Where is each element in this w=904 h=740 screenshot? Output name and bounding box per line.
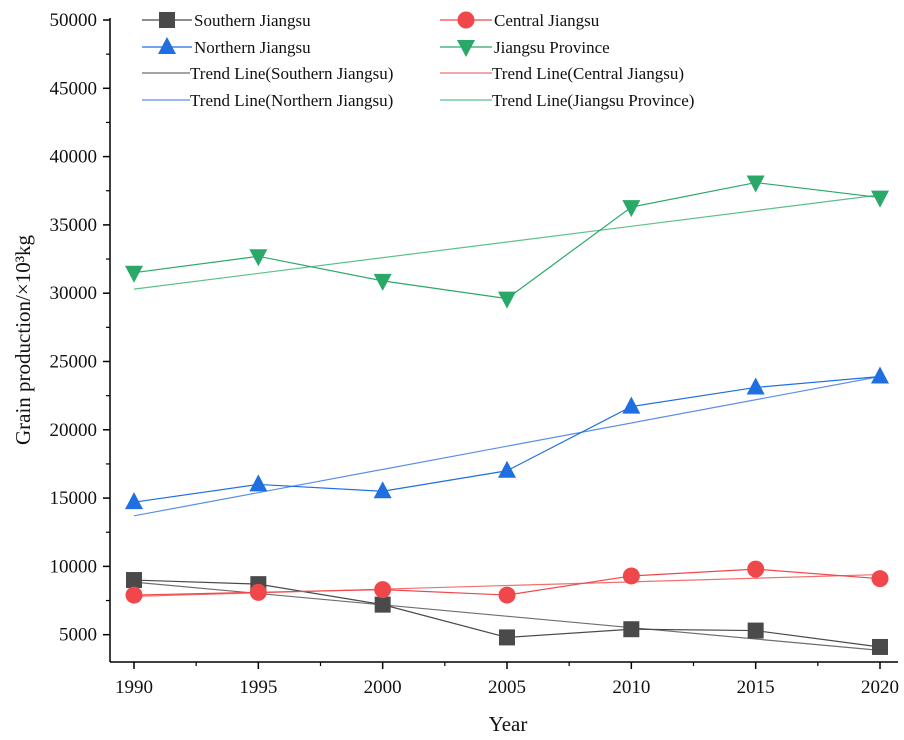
point-northern-jiangsu-2000 <box>373 481 392 499</box>
point-central-jiangsu-1990 <box>125 586 143 604</box>
legend-item-trend-line-central-jiangsu: Trend Line(Central Jiangsu) <box>440 64 684 83</box>
legend-marker <box>159 12 175 28</box>
y-axis-title: Grain production/×10³kg <box>11 234 35 445</box>
x-tick-label-2000: 2000 <box>364 677 402 698</box>
legend-label: Trend Line(Northern Jiangsu) <box>190 91 393 110</box>
point-northern-jiangsu-2015 <box>746 377 765 395</box>
series-southern-jiangsu <box>126 572 888 655</box>
legend-marker <box>158 37 176 54</box>
legend-label: Trend Line(Central Jiangsu) <box>492 64 684 83</box>
legend-label: Central Jiangsu <box>494 11 600 30</box>
x-tick-label-1990: 1990 <box>115 677 153 698</box>
legend-label: Trend Line(Southern Jiangsu) <box>190 64 393 83</box>
point-northern-jiangsu-1990 <box>125 492 143 510</box>
trend-line-trend-line-northern-jiangsu <box>133 375 881 517</box>
point-central-jiangsu-2010 <box>622 567 640 585</box>
point-central-jiangsu-2015 <box>747 560 765 578</box>
series-line-northern-jiangsu <box>133 375 881 503</box>
x-axis-title: Year <box>489 712 528 736</box>
point-jiangsu-province-2010 <box>622 200 641 218</box>
point-southern-jiangsu-2020 <box>872 638 888 655</box>
point-jiangsu-province-2000 <box>373 273 392 291</box>
y-tick-label-25000: 25000 <box>50 351 98 372</box>
trend-lines <box>133 194 881 651</box>
point-central-jiangsu-2005 <box>498 586 516 604</box>
legend-label: Southern Jiangsu <box>194 11 311 30</box>
point-jiangsu-province-2005 <box>498 291 516 309</box>
y-tick-label-35000: 35000 <box>50 215 98 236</box>
legend-item-trend-line-jiangsu-province: Trend Line(Jiangsu Province) <box>440 91 694 110</box>
legend-marker <box>457 40 475 57</box>
point-northern-jiangsu-2020 <box>871 366 889 384</box>
series-jiangsu-province <box>125 175 889 309</box>
y-tick-label-40000: 40000 <box>50 147 98 168</box>
point-northern-jiangsu-1995 <box>249 474 268 492</box>
x-tick-label-2010: 2010 <box>612 677 650 698</box>
legend-item-southern-jiangsu: Southern Jiangsu <box>142 11 311 30</box>
point-jiangsu-province-1995 <box>249 249 268 267</box>
legend-item-northern-jiangsu: Northern Jiangsu <box>142 37 311 57</box>
legend: Southern Jiangsu Central Jiangsu Northern … <box>142 11 694 110</box>
y-tick-label-45000: 45000 <box>50 78 98 99</box>
x-tick-label-2005: 2005 <box>488 677 526 698</box>
legend-label: Northern Jiangsu <box>194 38 311 57</box>
point-southern-jiangsu-2005 <box>499 629 515 646</box>
data-series <box>125 175 889 655</box>
point-jiangsu-province-1990 <box>125 265 143 283</box>
legend-marker <box>457 11 475 29</box>
point-central-jiangsu-2000 <box>374 581 392 599</box>
series-central-jiangsu <box>125 560 889 604</box>
legend-item-trend-line-northern-jiangsu: Trend Line(Northern Jiangsu) <box>142 91 393 110</box>
y-tick-label-30000: 30000 <box>50 283 98 304</box>
point-southern-jiangsu-2000 <box>374 596 391 613</box>
legend-label: Trend Line(Jiangsu Province) <box>492 91 694 110</box>
y-tick-label-50000: 50000 <box>50 10 98 31</box>
series-northern-jiangsu <box>125 366 889 510</box>
point-central-jiangsu-1995 <box>249 583 267 601</box>
y-tick-label-20000: 20000 <box>50 420 98 441</box>
legend-item-central-jiangsu: Central Jiangsu <box>440 11 600 30</box>
point-northern-jiangsu-2010 <box>622 396 641 414</box>
point-central-jiangsu-2020 <box>871 570 889 588</box>
series-line-jiangsu-province <box>133 181 881 300</box>
legend-label: Jiangsu Province <box>494 38 610 57</box>
point-northern-jiangsu-2005 <box>498 460 516 478</box>
point-jiangsu-province-2015 <box>746 175 765 193</box>
axes: 1990 1995 2000 2005 2010 2015 2020 5000 10000 150… <box>50 10 900 698</box>
x-tick-label-2015: 2015 <box>737 677 775 698</box>
y-tick-label-5000: 5000 <box>59 625 97 646</box>
y-tick-label-15000: 15000 <box>50 488 98 509</box>
legend-item-jiangsu-province: Jiangsu Province <box>440 38 610 57</box>
trend-line-trend-line-jiangsu-province <box>133 194 881 290</box>
point-jiangsu-province-2020 <box>871 190 889 208</box>
point-southern-jiangsu-2010 <box>623 621 640 638</box>
y-tick-label-10000: 10000 <box>50 556 98 577</box>
x-tick-label-1995: 1995 <box>239 677 277 698</box>
x-tick-label-2020: 2020 <box>861 677 899 698</box>
point-southern-jiangsu-2015 <box>747 622 764 639</box>
point-southern-jiangsu-1990 <box>126 572 142 589</box>
legend-item-trend-line-southern-jiangsu: Trend Line(Southern Jiangsu) <box>142 64 393 83</box>
